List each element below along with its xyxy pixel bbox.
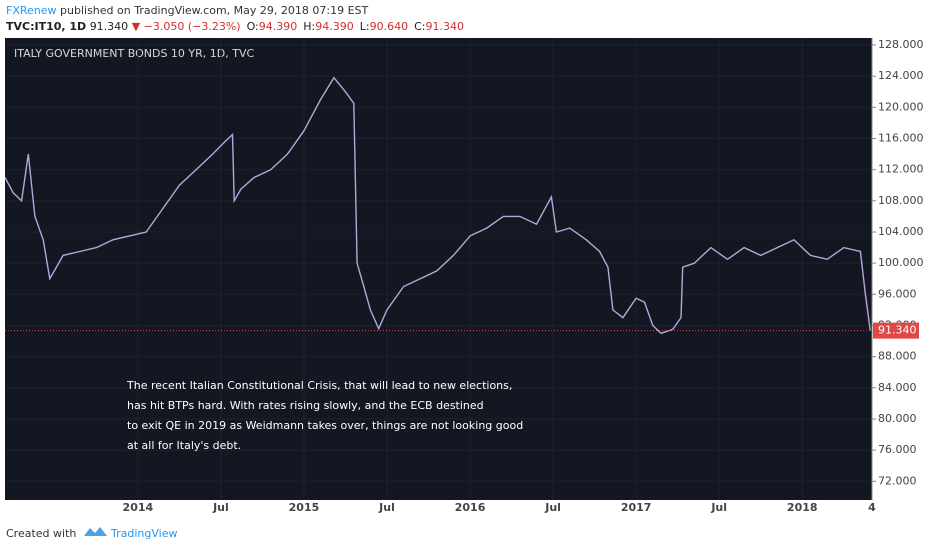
last-price-box — [873, 322, 919, 339]
y-tick-label: 116.000 — [878, 132, 924, 145]
x-tick-label: 2017 — [621, 501, 652, 514]
x-tick-label: Jul — [378, 501, 395, 514]
y-tick-label: 104.000 — [878, 225, 924, 238]
x-tick-label: Jul — [544, 501, 561, 514]
ohlc-value: 90.640 — [370, 20, 409, 33]
y-tick-label: 72.000 — [878, 474, 917, 487]
x-tick-label: 2014 — [123, 501, 154, 514]
annotation: at all for Italy's debt. — [127, 439, 241, 452]
symbol-line: TVC:IT10, 1D 91.340 ▼ −3.050 (−3.23%) O:9… — [6, 20, 464, 33]
last-price-label: 91.340 — [878, 324, 917, 337]
symbol: TVC:IT10, 1D — [6, 20, 86, 33]
y-tick-label: 112.000 — [878, 163, 924, 176]
ohlc-label: O: — [247, 20, 259, 33]
ohlc-label: C: — [414, 20, 425, 33]
y-tick-label: 100.000 — [878, 256, 924, 269]
y-tick-label: 80.000 — [878, 412, 917, 425]
ohlc-value: 91.340 — [425, 20, 464, 33]
x-tick-label: 2018 — [787, 501, 818, 514]
ohlc: O:94.390 H:94.390 L:90.640 C:91.340 — [247, 20, 464, 33]
x-tick-label: Jul — [710, 501, 727, 514]
y-tick-label: 88.000 — [878, 350, 917, 363]
y-tick-label: 124.000 — [878, 69, 924, 82]
ohlc-label: H: — [303, 20, 315, 33]
y-tick-label: 108.000 — [878, 194, 924, 207]
price-line — [4, 76, 871, 335]
plot: 72.00076.00080.00084.00088.00092.00096.0… — [4, 38, 924, 514]
x-tick-label: 2016 — [455, 501, 486, 514]
y-tick-label: 76.000 — [878, 443, 917, 456]
published: published on TradingView.com, May 29, 20… — [60, 4, 368, 17]
annotation: has hit BTPs hard. With rates rising slo… — [127, 399, 484, 412]
footer-brand: TradingView — [110, 527, 177, 540]
x-tick-label: 2015 — [289, 501, 320, 514]
ohlc-value: 94.390 — [315, 20, 354, 33]
ohlc-label: L: — [360, 20, 370, 33]
y-tick-label: 120.000 — [878, 100, 924, 113]
annotation: The recent Italian Constitutional Crisis… — [126, 379, 512, 392]
change: ▼ −3.050 (−3.23%) — [132, 20, 241, 33]
x-tick-label: Jul — [212, 501, 229, 514]
logo — [84, 527, 107, 536]
y-tick-label: 96.000 — [878, 287, 917, 300]
annotation: to exit QE in 2019 as Weidmann takes ove… — [127, 419, 523, 432]
y-tick-label: 128.000 — [878, 38, 924, 51]
chart-title: ITALY GOVERNMENT BONDS 10 YR, 1D, TVC — [14, 47, 254, 60]
footer-created: Created with — [6, 527, 76, 540]
y-tick-label: 84.000 — [878, 381, 917, 394]
author: FXRenew — [6, 4, 57, 17]
price: 91.340 — [90, 20, 129, 33]
header-line: FXRenew published on TradingView.com, Ma… — [6, 4, 368, 17]
ohlc-value: 94.390 — [259, 20, 298, 33]
x-tick-label: 4 — [868, 501, 876, 514]
